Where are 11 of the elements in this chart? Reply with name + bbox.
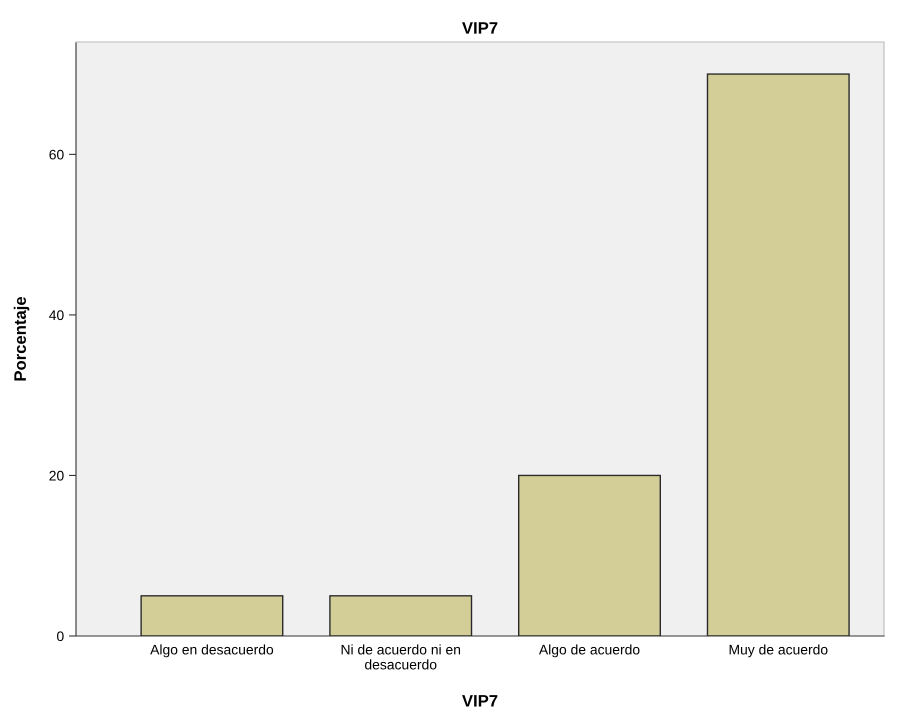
- x-axis-title: VIP7: [462, 695, 498, 707]
- x-tick-label: Algo en desacuerdo: [150, 644, 274, 658]
- y-tick-label: 20: [49, 470, 64, 481]
- x-tick-label: Muy de acuerdo: [730, 644, 828, 658]
- x-tick-label: Algo de acuerdo: [538, 644, 640, 658]
- x-tick-label: Ni de acuerdo ni en desacuerdo: [342, 644, 460, 670]
- y-axis-title: Porcentaje: [14, 296, 30, 380]
- chart-title: VIP7: [462, 22, 498, 34]
- y-tick-label: 40: [49, 310, 64, 320]
- y-tick-label: 0: [57, 631, 64, 642]
- y-tick-label: 60: [49, 150, 64, 160]
